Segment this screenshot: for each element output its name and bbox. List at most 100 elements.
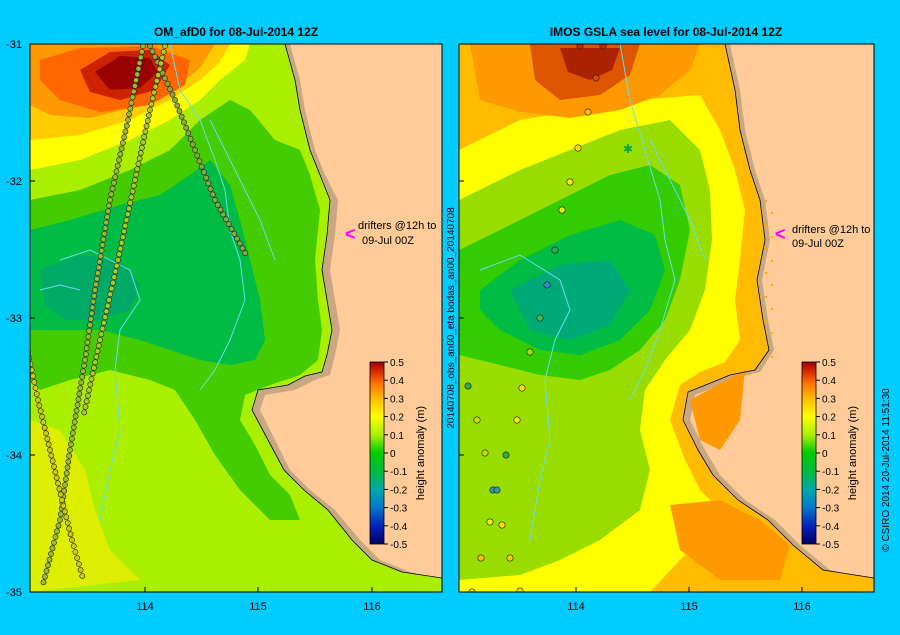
drifter-marker [86,387,92,394]
shelf-marker [765,296,767,298]
credit-text: © CSIRO 2014 20-Jul-2014 11:51:30 [881,388,892,552]
drifter-marker [93,281,99,288]
drifter-marker [183,124,190,131]
drifter-marker [119,234,126,241]
drifter-marker [95,264,102,271]
drifter-marker [97,253,104,260]
drifter-marker [78,379,85,386]
drifter-marker [98,247,105,254]
left-ytick-label: -34 [6,450,22,462]
drifter-marker [217,206,224,213]
drifter-marker [67,447,73,453]
observation-marker [574,144,582,152]
drifter-marker [68,435,75,442]
drifter-marker [100,236,107,243]
drifter-marker [76,390,83,397]
right-colorbar-ticks: 0.5 0.4 0.3 0.2 0.1 0 -0.1 -0.2 -0.3 -0.4 -0.5 [816,358,840,551]
drifter-marker [104,302,111,309]
right-xtick-label: 114 [567,601,585,613]
drifter-marker [142,128,149,135]
drifter-marker [88,376,95,382]
right-side-label: 20140708_obs_an00_eta bodas_an00_2014070… [446,207,457,429]
drifter-marker [75,396,82,403]
drifter-marker [83,345,90,352]
drifter-marker [74,555,81,561]
drifter-marker [75,561,82,567]
drifter-marker [151,89,157,96]
drifter-marker [107,197,113,203]
drifter-marker [194,152,201,159]
drifter-marker [214,201,221,208]
observation-marker [516,587,524,592]
drifter-marker [59,497,65,503]
drifter-marker [147,107,153,113]
observation-marker [566,178,574,186]
drifter-marker [104,213,111,220]
drifter-marker [57,517,63,523]
drifter-marker [152,83,159,90]
drifter-marker [118,239,125,246]
drifter-marker [158,60,164,67]
drifter-marker [169,91,176,98]
left-colorbar-tick-label: -0.2 [390,485,408,496]
drifter-marker [37,408,44,415]
drifter-marker [65,458,72,465]
drifter-marker [72,549,79,555]
drifter-marker [92,359,99,366]
shelf-marker [771,260,773,262]
drifter-marker [141,134,148,140]
drifter-marker [123,217,130,223]
left-annotation-line2: 09-Jul 00Z [362,235,414,247]
drifter-marker [48,551,54,557]
drifter-marker [85,333,92,340]
drifter-marker [52,534,59,540]
drifter-marker [176,108,183,115]
right-colorbar-tick-label: 0.5 [822,358,836,369]
drifter-marker [81,409,88,416]
observation-marker [551,246,559,254]
drifter-marker [127,105,134,112]
drifter-marker [153,78,160,84]
drifter-marker [55,480,61,487]
drifter-marker [105,208,112,215]
drifter-marker [77,567,84,573]
drifter-marker [91,292,98,299]
drifter-marker [231,230,238,237]
drifter-marker [49,458,56,465]
right-colorbar-tick-label: -0.4 [822,522,840,533]
observation-marker [477,554,485,562]
left-ytick-label: -32 [6,176,22,188]
drifter-marker [90,298,97,305]
right-colorbar-tick-label: 0.3 [822,394,836,405]
observation-marker [464,382,472,390]
shelf-marker [771,356,773,358]
drifter-marker [134,71,141,78]
shelf-marker [765,344,767,346]
left-colorbar: 0.5 0.4 0.3 0.2 0.1 0 -0.1 -0.2 -0.3 -0.4 -0.5 hei… [369,358,427,551]
drifter-marker [82,357,88,363]
drifter-marker [156,66,163,73]
drifter-marker [212,197,218,203]
drifter-marker [122,222,129,229]
drifter-marker [31,379,38,385]
drifter-marker [97,337,103,343]
drifter-marker [140,44,146,49]
drifter-marker [147,44,153,49]
right-panel-title: IMOS GSLA sea level for 08-Jul-2014 12Z [550,25,782,39]
drifter-marker [101,230,108,237]
drifter-marker [99,325,106,332]
shelf-marker [771,308,773,310]
drifter-marker [35,397,41,403]
right-red-core [560,48,620,80]
drifter-marker [159,54,166,61]
drifter-marker [52,469,59,476]
drifter-marker [117,151,124,158]
right-se-orange-1 [690,370,745,450]
observation-marker [558,206,566,214]
drifter-marker [69,430,76,437]
right-colorbar-tick-label: 0 [822,449,828,460]
drifter-marker [162,44,168,49]
right-colorbar: 0.5 0.4 0.3 0.2 0.1 0 -0.1 -0.2 -0.3 -0.4 -0.5 hei… [801,358,859,551]
drifter-marker [228,226,235,232]
